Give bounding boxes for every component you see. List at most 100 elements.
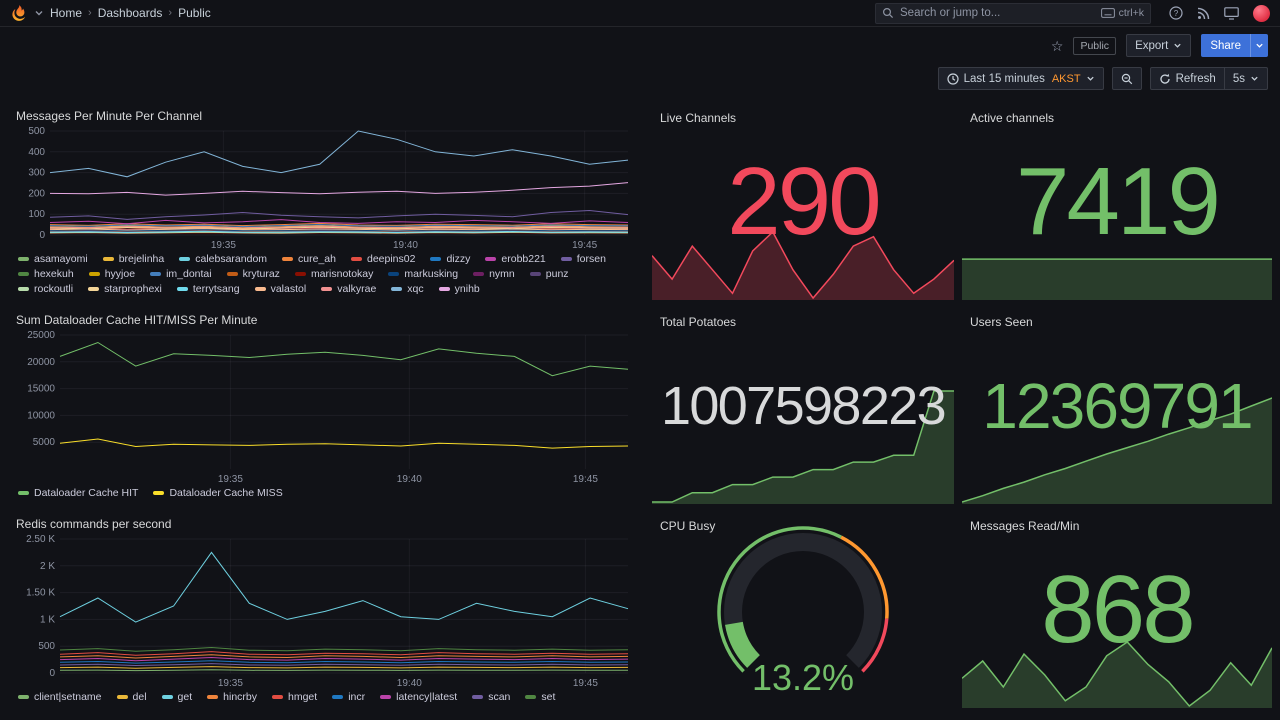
legend-item[interactable]: hmget <box>272 691 317 703</box>
legend-item[interactable]: nymn <box>473 268 515 280</box>
legend-item[interactable]: terrytsang <box>176 283 240 295</box>
svg-text:400: 400 <box>28 147 45 158</box>
legend-item[interactable]: Dataloader Cache MISS <box>153 487 283 499</box>
legend-swatch <box>102 257 114 261</box>
legend-label: markusking <box>404 268 459 280</box>
live-channels-sparkline[interactable] <box>651 230 955 300</box>
svg-text:200: 200 <box>28 188 45 199</box>
legend-swatch <box>473 272 485 276</box>
refresh-button[interactable]: Refresh <box>1149 67 1225 90</box>
org-caret-icon[interactable] <box>34 8 44 18</box>
panel-title[interactable]: CPU Busy <box>660 519 716 533</box>
legend-item[interactable]: hincrby <box>207 691 257 703</box>
chevron-down-icon <box>1251 76 1258 81</box>
dashboard-actions-bar: ☆ Public Export Share <box>0 27 1280 59</box>
legend-item[interactable]: client|setname <box>18 691 102 703</box>
star-icon[interactable]: ☆ <box>1050 37 1064 54</box>
legend-item[interactable]: cure_ah <box>282 253 336 265</box>
legend-item[interactable]: del <box>116 691 147 703</box>
legend-label: terrytsang <box>192 283 240 295</box>
time-range-picker[interactable]: Last 15 minutes AKST <box>937 67 1104 90</box>
legend-item[interactable]: marisnotokay <box>294 268 373 280</box>
breadcrumb-public[interactable]: Public <box>178 6 211 20</box>
monitor-icon[interactable] <box>1224 6 1239 20</box>
legend-swatch <box>294 272 306 276</box>
legend-item[interactable]: valkyrae <box>321 283 376 295</box>
messages-chart[interactable]: 0 100 200 300 400 500 19:35 19:40 19:45 <box>16 125 636 251</box>
legend-item[interactable]: deepins02 <box>350 253 416 265</box>
legend-item[interactable]: set <box>525 691 555 703</box>
legend-label: deepins02 <box>366 253 416 265</box>
help-icon[interactable]: ? <box>1169 6 1183 20</box>
panel-title[interactable]: Sum Dataloader Cache HIT/MISS Per Minute <box>16 313 258 327</box>
legend-item[interactable]: valastol <box>254 283 306 295</box>
legend-item[interactable]: brejelinha <box>102 253 164 265</box>
svg-text:19:45: 19:45 <box>572 240 597 250</box>
legend-item[interactable]: xqc <box>391 283 424 295</box>
legend-item[interactable]: forsen <box>560 253 606 265</box>
legend-item[interactable]: latency|latest <box>380 691 457 703</box>
svg-text:13.2%: 13.2% <box>752 657 854 698</box>
svg-text:19:35: 19:35 <box>218 474 243 484</box>
legend-label: hincrby <box>223 691 257 703</box>
legend-item[interactable]: incr <box>332 691 365 703</box>
legend-item[interactable]: ynihb <box>438 283 480 295</box>
legend-swatch <box>176 287 188 291</box>
panel-title[interactable]: Messages Read/Min <box>970 519 1080 533</box>
legend-item[interactable]: punz <box>529 268 569 280</box>
legend-swatch <box>254 287 266 291</box>
legend-item[interactable]: scan <box>472 691 510 703</box>
user-avatar[interactable] <box>1253 4 1270 22</box>
svg-text:19:45: 19:45 <box>573 678 598 688</box>
rss-icon[interactable] <box>1197 7 1210 20</box>
legend-item[interactable]: hexekuh <box>18 268 74 280</box>
panel-title[interactable]: Messages Per Minute Per Channel <box>16 109 203 123</box>
search-input[interactable] <box>900 7 1095 19</box>
svg-text:0: 0 <box>49 668 55 679</box>
breadcrumb: Home › Dashboards › Public <box>50 6 211 20</box>
legend-item[interactable]: erobb221 <box>485 253 546 265</box>
svg-text:300: 300 <box>28 168 45 179</box>
panel-title[interactable]: Live Channels <box>660 111 737 125</box>
legend-item[interactable]: kryturaz <box>226 268 280 280</box>
legend-label: get <box>177 691 193 703</box>
refresh-interval-select[interactable]: 5s <box>1224 67 1268 90</box>
legend-label: calebsarandom <box>195 253 268 265</box>
panel-title[interactable]: Redis commands per second <box>16 517 172 531</box>
total-potatoes-sparkline[interactable] <box>652 389 954 504</box>
legend-item[interactable]: im_dontai <box>150 268 212 280</box>
legend-item[interactable]: markusking <box>388 268 458 280</box>
legend-item[interactable]: dizzy <box>430 253 470 265</box>
legend-item[interactable]: hyyjoe <box>88 268 135 280</box>
share-button[interactable]: Share <box>1201 34 1268 57</box>
svg-text:25000: 25000 <box>27 330 55 341</box>
zoom-out-button[interactable] <box>1111 67 1142 90</box>
grafana-logo[interactable] <box>10 4 28 22</box>
legend-item[interactable]: get <box>161 691 193 703</box>
legend-item[interactable]: starprophexi <box>88 283 162 295</box>
panel-title[interactable]: Users Seen <box>970 315 1033 329</box>
public-tag[interactable]: Public <box>1073 36 1117 55</box>
users-seen-sparkline[interactable] <box>961 396 1273 504</box>
legend-item[interactable]: calebsarandom <box>179 253 267 265</box>
export-button[interactable]: Export <box>1126 34 1192 57</box>
breadcrumb-home[interactable]: Home <box>50 6 83 20</box>
cpu-busy-gauge[interactable]: 13.2% <box>688 515 918 704</box>
search-input-box[interactable]: ctrl+k <box>875 2 1151 24</box>
time-controls-bar: Last 15 minutes AKST Refresh 5s <box>0 59 1280 96</box>
redis-chart[interactable]: 0 500 1 K 1.50 K 2 K 2.50 K 19:35 19:40 19:45 <box>16 533 636 689</box>
active-channels-sparkline[interactable] <box>962 254 1272 300</box>
panel-live-channels: Live Channels 290 <box>651 104 955 300</box>
legend-item[interactable]: Dataloader Cache HIT <box>18 487 138 499</box>
breadcrumb-dashboards[interactable]: Dashboards <box>97 6 163 20</box>
dataloader-chart[interactable]: 5000 10000 15000 20000 25000 19:35 19:40 19:45 <box>16 329 636 485</box>
messages-read-sparkline[interactable] <box>961 640 1273 708</box>
panel-title[interactable]: Total Potatoes <box>660 315 737 329</box>
share-caret[interactable] <box>1250 34 1268 57</box>
panel-title[interactable]: Active channels <box>970 111 1055 125</box>
legend-label: Dataloader Cache HIT <box>34 487 139 499</box>
legend-item[interactable]: rockoutli <box>18 283 73 295</box>
legend-swatch <box>18 272 29 276</box>
legend-item[interactable]: asamayomi <box>18 253 88 265</box>
svg-text:1.50 K: 1.50 K <box>26 588 55 599</box>
